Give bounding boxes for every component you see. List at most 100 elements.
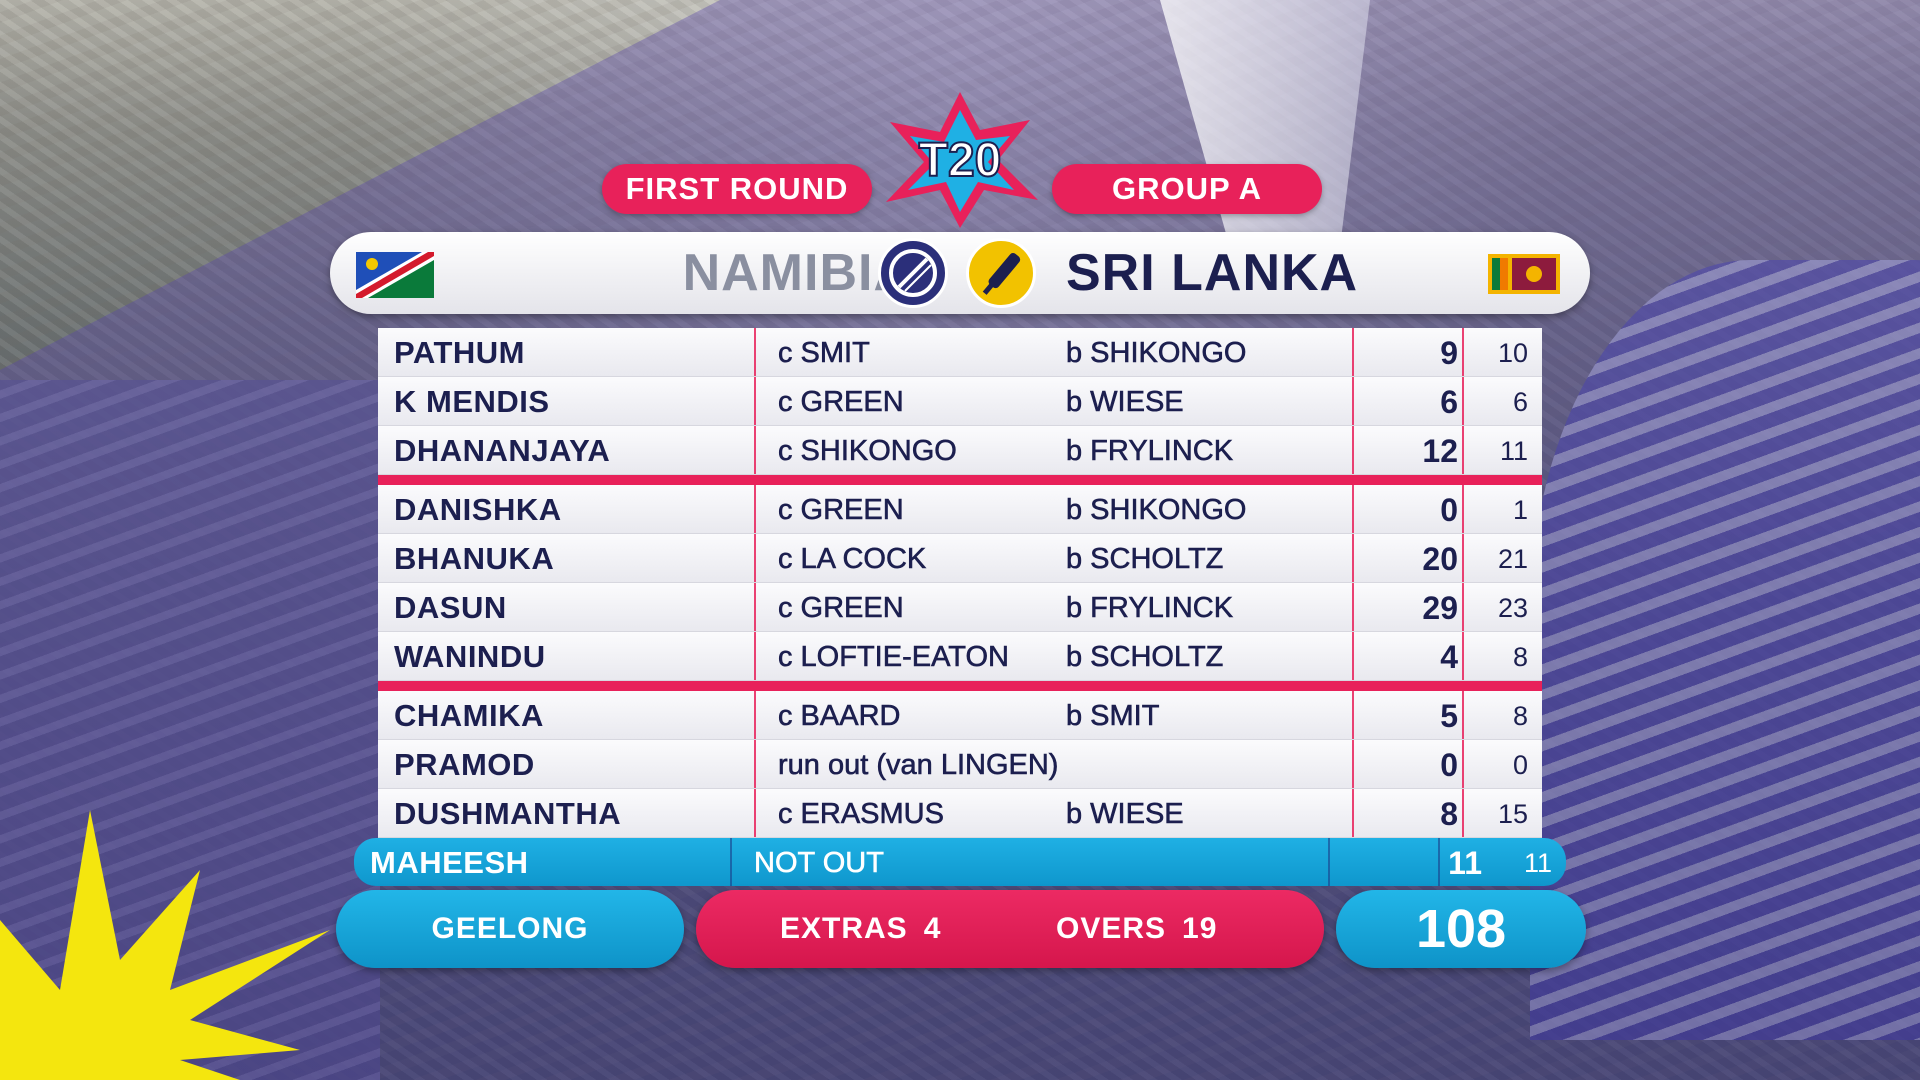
- balls-faced: 0: [1512, 750, 1528, 780]
- column-divider: [754, 485, 756, 533]
- column-divider: [1352, 426, 1354, 474]
- dismissal-text: c GREEN: [778, 386, 904, 419]
- balls-faced: 21: [1497, 544, 1528, 574]
- batter-row: PRAMOD run out (van LINGEN) 0 0: [378, 740, 1542, 789]
- column-divider: [730, 838, 732, 886]
- runs-scored: 8: [1440, 796, 1458, 832]
- starburst-graphic: [0, 810, 330, 1080]
- batter-row: CHAMIKA c BAARD b SMIT 5 8: [378, 691, 1542, 740]
- column-divider: [1352, 632, 1354, 680]
- bowling-team-name: NAMIBIA: [682, 244, 912, 302]
- bowler-name: b WIESE: [1066, 386, 1184, 419]
- column-divider: [754, 534, 756, 582]
- column-divider: [1462, 583, 1464, 631]
- balls-faced: 6: [1512, 387, 1528, 417]
- column-divider: [1352, 691, 1354, 739]
- column-divider: [1352, 377, 1354, 425]
- column-divider: [754, 632, 756, 680]
- bowling-ball-icon: [878, 238, 948, 308]
- balls-faced: 8: [1512, 701, 1528, 731]
- venue-name: GEELONG: [431, 912, 589, 945]
- batter-row: WANINDU c LOFTIE-EATON b SCHOLTZ 4 8: [378, 632, 1542, 681]
- round-tag: FIRST ROUND: [602, 164, 872, 214]
- bowler-name: b FRYLINCK: [1066, 592, 1234, 625]
- bowler-name: b WIESE: [1066, 798, 1184, 831]
- overs-value: 19: [1182, 912, 1218, 945]
- column-divider: [1462, 789, 1464, 837]
- column-divider: [754, 328, 756, 376]
- column-divider: [1352, 583, 1354, 631]
- column-divider: [754, 740, 756, 788]
- column-divider: [1328, 838, 1330, 886]
- overs-label: OVERS: [1056, 912, 1167, 945]
- batter-row: PATHUM c SMIT b SHIKONGO 9 10: [378, 328, 1542, 377]
- batter-row: DUSHMANTHA c ERASMUS b WIESE 8 15: [378, 789, 1542, 838]
- balls-faced: 10: [1497, 338, 1528, 368]
- extras-value: 4: [923, 912, 942, 945]
- runs-scored: 5: [1440, 698, 1458, 734]
- column-divider: [1352, 740, 1354, 788]
- batter-name: DANISHKA: [394, 492, 562, 527]
- runs-scored: 4: [1440, 639, 1458, 675]
- total-score-pill: 108: [1336, 890, 1586, 968]
- column-divider: [1462, 426, 1464, 474]
- balls-faced: 11: [1499, 436, 1528, 466]
- batter-name: WANINDU: [394, 639, 546, 674]
- batter-row: BHANUKA c LA COCK b SCHOLTZ 20 21: [378, 534, 1542, 583]
- dismissal-text: c LOFTIE-EATON: [778, 641, 1010, 674]
- column-divider: [1462, 328, 1464, 376]
- total-score: 108: [1415, 899, 1507, 959]
- t20-logo: T20: [886, 92, 1038, 228]
- runs-scored: 11: [1448, 845, 1482, 881]
- balls-faced: 1: [1512, 495, 1528, 525]
- dismissal-text: c SMIT: [778, 337, 870, 370]
- dismissal-text: c GREEN: [778, 494, 904, 527]
- namibia-flag-icon: [356, 252, 434, 298]
- sri-lanka-flag-icon: [1488, 254, 1560, 294]
- column-divider: [1462, 740, 1464, 788]
- venue-pill: GEELONG: [336, 890, 684, 968]
- stadium-roof-right: [1530, 260, 1920, 1040]
- stadium-stand-left: [0, 380, 380, 1080]
- balls-faced: 23: [1497, 593, 1528, 623]
- cricket-bat-icon: [966, 238, 1036, 308]
- column-divider: [1462, 632, 1464, 680]
- extras-label: EXTRAS: [780, 912, 908, 945]
- batter-name: DHANANJAYA: [394, 433, 611, 468]
- extras-overs-pill: EXTRAS 4 OVERS 19: [696, 890, 1324, 968]
- balls-faced: 11: [1523, 848, 1552, 878]
- batting-team-name: SRI LANKA: [1066, 244, 1359, 302]
- batter-name: K MENDIS: [394, 384, 550, 419]
- column-divider: [1462, 377, 1464, 425]
- column-divider: [754, 426, 756, 474]
- svg-text:T20: T20: [919, 134, 1002, 187]
- bowler-name: b SHIKONGO: [1066, 494, 1247, 527]
- column-divider: [754, 583, 756, 631]
- batter-name: PRAMOD: [394, 747, 535, 782]
- bowler-name: b SMIT: [1066, 700, 1160, 733]
- column-divider: [1462, 534, 1464, 582]
- dismissal-text: NOT OUT: [754, 847, 885, 880]
- runs-scored: 6: [1440, 384, 1458, 420]
- column-divider: [1352, 328, 1354, 376]
- batter-name: BHANUKA: [394, 541, 555, 576]
- column-divider: [1352, 534, 1354, 582]
- bowler-name: b SCHOLTZ: [1066, 641, 1224, 674]
- group-tag: GROUP A: [1052, 164, 1322, 214]
- column-divider: [1438, 838, 1440, 886]
- bowler-name: b FRYLINCK: [1066, 435, 1234, 468]
- runs-scored: 29: [1422, 590, 1458, 626]
- runs-scored: 0: [1440, 492, 1458, 528]
- column-divider: [754, 691, 756, 739]
- batter-name: MAHEESH: [370, 845, 529, 880]
- runs-scored: 9: [1440, 335, 1458, 371]
- batter-row: DHANANJAYA c SHIKONGO b FRYLINCK 12 11: [378, 426, 1542, 475]
- column-divider: [754, 789, 756, 837]
- balls-faced: 15: [1497, 799, 1528, 829]
- batter-row: K MENDIS c GREEN b WIESE 6 6: [378, 377, 1542, 426]
- runs-scored: 20: [1422, 541, 1458, 577]
- column-divider: [1462, 691, 1464, 739]
- column-divider: [754, 377, 756, 425]
- section-separator: [378, 475, 1542, 485]
- batter-name: DASUN: [394, 590, 507, 625]
